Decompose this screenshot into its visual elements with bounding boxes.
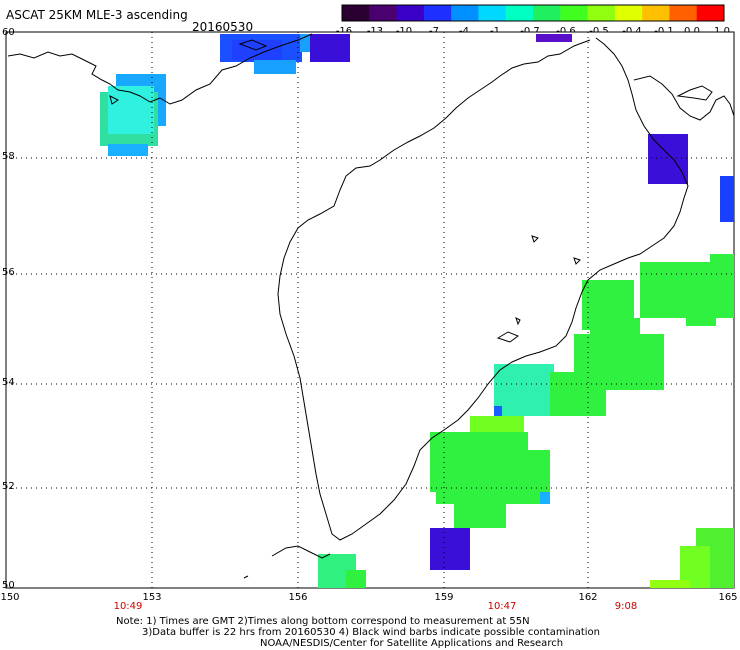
coastline-segment xyxy=(531,235,539,243)
colorbar-swatch xyxy=(696,5,725,21)
note-line: Note: 1) Times are GMT 2)Times along bot… xyxy=(116,616,530,627)
x-axis-label: 156 xyxy=(288,592,308,603)
colorbar-swatch xyxy=(669,5,698,21)
data-cell xyxy=(710,254,734,284)
colorbar-swatch xyxy=(369,5,398,21)
data-cell xyxy=(650,580,690,588)
colorbar-frame xyxy=(341,4,725,22)
y-axis-label: 54 xyxy=(2,377,15,388)
colorbar-swatch xyxy=(478,5,507,21)
y-axis-label: 52 xyxy=(2,481,15,492)
map-title: ASCAT 25KM MLE-3 ascending xyxy=(6,8,188,22)
coastline-segment xyxy=(238,39,268,51)
data-cell xyxy=(346,570,366,588)
data-cell xyxy=(536,34,572,42)
colorbar-swatch xyxy=(533,5,561,21)
colorbar-swatch xyxy=(614,5,643,21)
colorbar xyxy=(342,5,725,21)
data-cell xyxy=(108,144,148,156)
y-axis-label: 60 xyxy=(2,27,15,38)
data-cell xyxy=(108,86,154,134)
data-cell xyxy=(430,528,470,570)
time-label: 9:08 xyxy=(614,601,638,612)
data-cell xyxy=(310,34,350,62)
coastline-segment xyxy=(496,331,520,343)
y-axis-label: 50 xyxy=(2,580,15,591)
data-cell xyxy=(254,60,296,74)
data-cell xyxy=(550,372,606,416)
colorbar-swatch xyxy=(587,5,616,21)
data-cell xyxy=(494,406,502,416)
coastline-segment xyxy=(277,37,689,541)
coastline-segment xyxy=(243,575,249,579)
colorbar-swatch xyxy=(642,5,670,21)
coastline-segment xyxy=(271,545,331,559)
coastline xyxy=(7,33,735,579)
data-cell xyxy=(686,296,716,326)
coastline-segment xyxy=(515,317,521,326)
colorbar-swatch xyxy=(505,5,534,21)
colorbar-swatch xyxy=(560,5,589,21)
coastline-segment xyxy=(109,95,119,105)
data-cell xyxy=(540,492,550,504)
data-cell xyxy=(436,490,466,504)
y-axis-label: 56 xyxy=(2,267,15,278)
note-line: NOAA/NESDIS/Center for Satellite Applica… xyxy=(260,638,564,649)
colorbar-swatch xyxy=(451,5,479,21)
coastline-segment xyxy=(7,33,313,105)
time-label: 10:47 xyxy=(487,601,517,612)
data-cell xyxy=(470,416,524,436)
coastline-segment xyxy=(573,257,581,265)
y-axis-label: 58 xyxy=(2,151,15,162)
map-date: 20160530 xyxy=(192,20,254,34)
coastline-segment xyxy=(676,85,713,101)
wind-data-cells xyxy=(100,34,734,588)
data-cell xyxy=(494,364,554,416)
data-cell xyxy=(300,34,312,52)
data-cell xyxy=(648,134,688,184)
x-axis-label: 159 xyxy=(434,592,454,603)
data-cell xyxy=(720,176,734,222)
coastline-segment xyxy=(633,75,735,121)
x-axis-label: 153 xyxy=(142,592,162,603)
x-axis-label: 150 xyxy=(0,592,20,603)
note-line: 3)Data buffer is 22 hrs from 20160530 4)… xyxy=(142,627,600,638)
colorbar-swatch xyxy=(342,5,370,21)
time-label: 10:49 xyxy=(113,601,143,612)
x-axis-label: 162 xyxy=(578,592,598,603)
colorbar-swatch xyxy=(423,5,452,21)
colorbar-swatch xyxy=(396,5,425,21)
x-axis-label: 165 xyxy=(718,592,738,603)
